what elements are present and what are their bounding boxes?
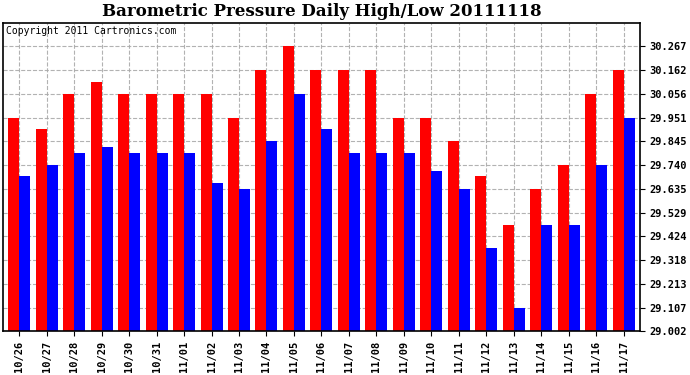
Bar bbox=[184, 153, 195, 331]
Bar bbox=[283, 46, 294, 331]
Bar bbox=[294, 94, 305, 331]
Bar bbox=[530, 189, 541, 331]
Bar bbox=[459, 189, 470, 331]
Bar bbox=[266, 141, 277, 331]
Title: Barometric Pressure Daily High/Low 20111118: Barometric Pressure Daily High/Low 20111… bbox=[101, 3, 541, 20]
Bar bbox=[624, 117, 635, 331]
Bar bbox=[420, 117, 431, 331]
Bar bbox=[349, 153, 360, 331]
Bar bbox=[75, 153, 85, 331]
Bar bbox=[173, 94, 184, 331]
Bar bbox=[36, 129, 47, 331]
Bar bbox=[310, 70, 322, 331]
Bar bbox=[541, 225, 552, 331]
Bar bbox=[569, 225, 580, 331]
Bar bbox=[376, 153, 387, 331]
Bar bbox=[212, 183, 222, 331]
Bar bbox=[613, 70, 624, 331]
Bar bbox=[448, 141, 459, 331]
Bar bbox=[513, 308, 524, 331]
Bar bbox=[157, 153, 168, 331]
Bar bbox=[365, 70, 376, 331]
Bar bbox=[239, 189, 250, 331]
Bar bbox=[431, 171, 442, 331]
Bar bbox=[228, 117, 239, 331]
Bar bbox=[146, 94, 157, 331]
Bar bbox=[393, 117, 404, 331]
Bar bbox=[585, 94, 596, 331]
Bar bbox=[19, 176, 30, 331]
Bar bbox=[255, 70, 266, 331]
Bar bbox=[201, 94, 212, 331]
Bar bbox=[404, 153, 415, 331]
Bar bbox=[596, 165, 607, 331]
Bar bbox=[63, 94, 75, 331]
Bar bbox=[8, 117, 19, 331]
Text: Copyright 2011 Cartronics.com: Copyright 2011 Cartronics.com bbox=[6, 26, 177, 36]
Bar bbox=[129, 153, 140, 331]
Bar bbox=[475, 176, 486, 331]
Bar bbox=[322, 129, 333, 331]
Bar bbox=[558, 165, 569, 331]
Bar bbox=[47, 165, 58, 331]
Bar bbox=[90, 82, 101, 331]
Bar bbox=[338, 70, 349, 331]
Bar bbox=[486, 248, 497, 331]
Bar bbox=[101, 147, 112, 331]
Bar bbox=[118, 94, 129, 331]
Bar bbox=[503, 225, 513, 331]
